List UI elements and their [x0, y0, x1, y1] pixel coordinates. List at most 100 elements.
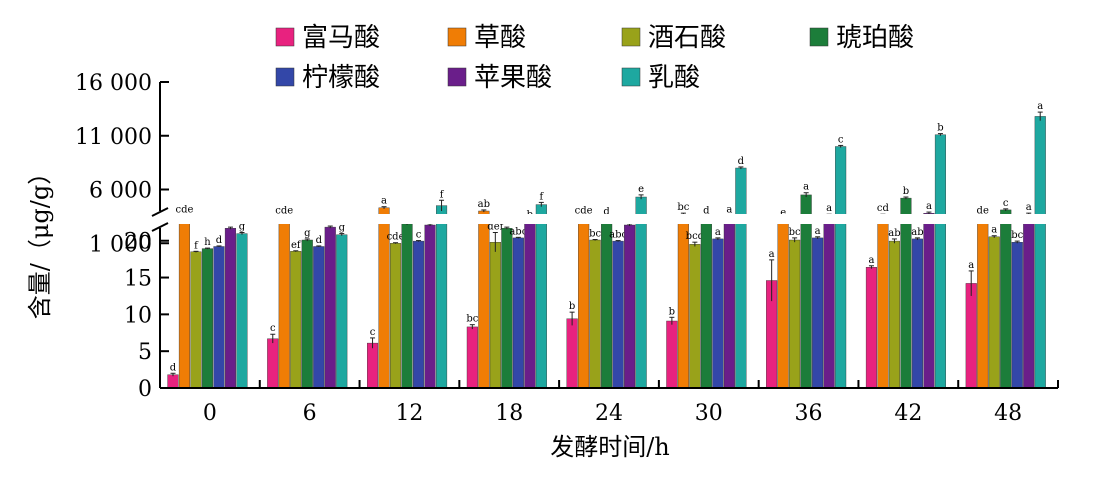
legend-label: 琥珀酸	[836, 23, 914, 53]
bar-1-0	[178, 216, 191, 389]
y-tick-label: 5	[138, 340, 152, 365]
significance-label: ab	[888, 228, 900, 239]
bar-3-6	[301, 239, 313, 389]
significance-label: ab	[911, 227, 923, 238]
bar-4-0	[213, 246, 225, 389]
significance-label: b	[937, 123, 943, 134]
legend-swatch	[621, 67, 641, 87]
significance-label: a	[1037, 101, 1043, 112]
y-tick-label: 0	[138, 377, 152, 402]
significance-label: c	[1003, 198, 1009, 209]
plot-area: dcdefhdcgccdeefgdcgcacdeeccfbcabdeffabcb…	[148, 101, 1066, 389]
bar-0-30	[666, 320, 678, 389]
significance-label: b	[903, 186, 909, 197]
significance-label: d	[738, 156, 745, 167]
bar-6-30	[735, 167, 747, 389]
bar-5-24	[624, 224, 636, 389]
significance-label: a	[803, 182, 809, 193]
significance-label: f	[539, 191, 544, 202]
significance-label: a	[868, 255, 874, 266]
bar-2-36	[789, 239, 801, 389]
x-axis-title: 发酵时间/h	[550, 433, 670, 461]
significance-label: c	[270, 323, 276, 334]
y-tick-label: 16 000	[75, 71, 152, 96]
significance-label: g	[304, 228, 311, 239]
significance-label: d	[316, 235, 323, 246]
bar-3-24	[601, 218, 613, 389]
legend-swatch	[809, 27, 829, 47]
axis-break-band	[148, 214, 1066, 224]
bar-4-42	[911, 238, 923, 389]
significance-label: cde	[387, 232, 405, 243]
x-tick-label: 30	[695, 401, 723, 426]
bar-3-0	[201, 248, 214, 389]
significance-label: de	[977, 205, 989, 216]
bar-2-48	[988, 236, 1000, 389]
bar-2-24	[589, 239, 601, 389]
significance-label: g	[239, 222, 246, 233]
significance-label: a	[726, 204, 732, 215]
significance-label: b	[569, 301, 575, 312]
axes: 1 000 6 000 11 000 16 000 0 5 10 15 20 0 6 12 18 24 30…	[75, 71, 1059, 426]
legend-label: 酒石酸	[648, 23, 726, 53]
y-tick-label: 15	[124, 267, 152, 292]
x-tick-label: 36	[795, 401, 823, 426]
bar-4-6	[313, 246, 325, 389]
x-tick-label: 42	[894, 401, 922, 426]
bar-5-18	[524, 221, 536, 389]
legend-label: 乳酸	[648, 63, 700, 93]
significance-label: ab	[478, 199, 490, 210]
x-tick-label: 48	[994, 401, 1022, 426]
legend-label: 富马酸	[302, 23, 380, 53]
significance-label: abc	[509, 226, 527, 237]
bar-3-18	[501, 227, 513, 389]
bar-3-48	[1000, 209, 1012, 389]
legend-label: 草酸	[474, 23, 526, 53]
significance-label: cde	[575, 205, 593, 216]
x-tick-label: 12	[395, 401, 423, 426]
legend-label: 柠檬酸	[302, 63, 380, 93]
significance-label: a	[968, 260, 974, 271]
bar-5-0	[224, 227, 237, 389]
bar-6-0	[236, 233, 248, 389]
bar-0-6	[267, 338, 279, 389]
bar-3-30	[700, 217, 712, 389]
significance-label: h	[204, 237, 211, 248]
bar-4-36	[812, 237, 824, 389]
significance-label: bc	[589, 228, 601, 239]
bar-6-18	[535, 204, 547, 389]
significance-label: d	[170, 362, 177, 373]
significance-label: a	[826, 203, 832, 214]
significance-label: cde	[176, 204, 194, 215]
significance-label: c	[370, 327, 376, 338]
bar-5-36	[823, 215, 835, 389]
significance-label: f	[440, 189, 445, 200]
bar-2-18	[489, 241, 501, 389]
significance-label: bcd	[686, 231, 705, 242]
bar-1-18	[478, 210, 490, 389]
bar-1-24	[578, 217, 590, 389]
x-tick-label: 24	[595, 401, 623, 426]
bar-1-6	[278, 217, 290, 389]
bar-0-42	[865, 267, 877, 389]
legend-swatch	[447, 27, 467, 47]
bar-3-12	[401, 223, 413, 389]
bar-2-42	[888, 240, 900, 389]
bar-1-36	[777, 219, 789, 389]
x-tick-label: 0	[203, 401, 217, 426]
significance-label: a	[381, 196, 387, 207]
bar-6-12	[436, 205, 448, 389]
y-axis-title: 含量/（μg/g）	[26, 161, 54, 320]
significance-label: b	[669, 306, 675, 317]
x-tick-label: 18	[495, 401, 523, 426]
bar-4-24	[612, 240, 624, 389]
bar-0-48	[965, 283, 977, 389]
significance-label: bc	[789, 227, 801, 238]
bar-5-6	[324, 226, 336, 389]
y-tick-label: 10	[124, 303, 152, 328]
bar-2-0	[190, 251, 202, 389]
significance-label: c	[838, 134, 844, 145]
significance-label: a	[715, 227, 721, 238]
bar-2-6	[290, 251, 302, 389]
